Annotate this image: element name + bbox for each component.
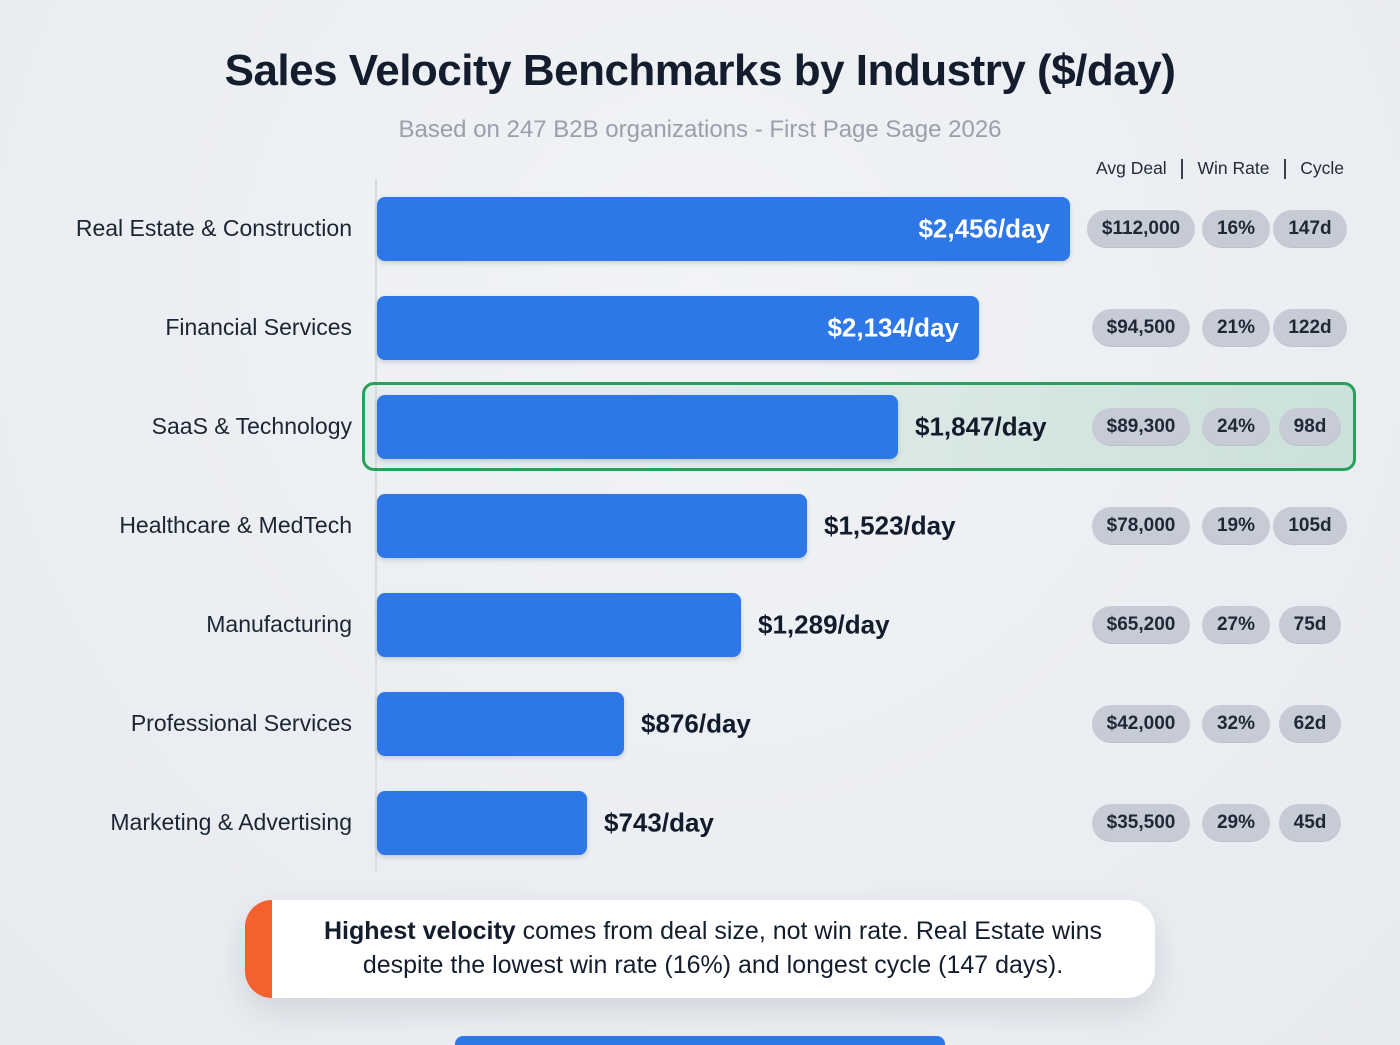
- metric-pills: $112,000 16% 147d: [1085, 209, 1347, 248]
- cycle-pill: 122d: [1273, 308, 1347, 347]
- cycle-pill: 147d: [1273, 209, 1347, 248]
- industry-label: SaaS & Technology: [151, 413, 352, 439]
- metric-pills: $42,000 32% 62d: [1085, 704, 1345, 743]
- metric-pills: $89,300 24% 98d: [1085, 407, 1345, 446]
- avg-deal-pill: $65,200: [1091, 605, 1191, 644]
- chart-row: SaaS & Technology $1,847/day $89,300 24%…: [0, 377, 1400, 476]
- avg-deal-pill: $78,000: [1091, 506, 1191, 545]
- win-rate-pill: 19%: [1201, 506, 1271, 545]
- chart-row: Manufacturing $1,289/day $65,200 27% 75d: [0, 575, 1400, 674]
- win-rate-pill: 24%: [1201, 407, 1271, 446]
- metrics-header-win-rate: Win Rate: [1197, 158, 1270, 178]
- page-title: Sales Velocity Benchmarks by Industry ($…: [224, 46, 1176, 95]
- industry-label: Manufacturing: [206, 611, 352, 637]
- chart-row: Real Estate & Construction $2,456/day $1…: [0, 179, 1400, 278]
- metrics-header-cycle: Cycle: [1300, 158, 1344, 178]
- win-rate-pill: 16%: [1201, 209, 1271, 248]
- divider: [1181, 158, 1184, 179]
- bar-chart: Real Estate & Construction $2,456/day $1…: [0, 179, 1400, 872]
- industry-label: Financial Services: [165, 314, 352, 340]
- bar-track: $2,456/day: [377, 196, 1070, 261]
- chart-row: Financial Services $2,134/day $94,500 21…: [0, 278, 1400, 377]
- avg-deal-pill: $35,500: [1091, 803, 1191, 842]
- industry-label: Marketing & Advertising: [110, 809, 352, 835]
- velocity-bar: $1,289/day: [377, 592, 890, 657]
- metric-pills: $78,000 19% 105d: [1085, 506, 1347, 545]
- velocity-value: $876/day: [641, 708, 751, 738]
- velocity-value: $1,847/day: [915, 411, 1047, 441]
- cycle-pill: 45d: [1278, 803, 1342, 842]
- win-rate-pill: 32%: [1201, 704, 1271, 743]
- metrics-header: Avg Deal Win Rate Cycle: [1096, 158, 1344, 179]
- divider: [1283, 158, 1286, 179]
- y-axis-line: [375, 179, 377, 872]
- velocity-bar: $876/day: [377, 691, 751, 756]
- insight-text: Highest velocity comes from deal size, n…: [315, 915, 1111, 983]
- bar-track: $1,523/day: [377, 493, 1070, 558]
- velocity-value: $2,134/day: [827, 312, 959, 342]
- footer-strip: [455, 1036, 945, 1045]
- bar-track: $2,134/day: [377, 295, 1070, 360]
- insight-highlight: Highest velocity: [323, 917, 516, 946]
- velocity-bar: $2,134/day: [377, 295, 979, 360]
- page-subtitle: Based on 247 B2B organizations - First P…: [398, 116, 1002, 143]
- insight-body: comes from deal size, not win rate. Real…: [362, 917, 1103, 979]
- avg-deal-pill: $112,000: [1086, 209, 1196, 248]
- chart-row: Marketing & Advertising $743/day $35,500…: [0, 773, 1400, 872]
- chart-row: Healthcare & MedTech $1,523/day $78,000 …: [0, 476, 1400, 575]
- bar-track: $743/day: [377, 790, 1070, 855]
- insight-callout: Highest velocity comes from deal size, n…: [245, 900, 1155, 998]
- cycle-pill: 98d: [1278, 407, 1342, 446]
- velocity-value: $1,523/day: [824, 510, 956, 540]
- cycle-pill: 62d: [1278, 704, 1342, 743]
- avg-deal-pill: $42,000: [1091, 704, 1191, 743]
- metrics-header-avg-deal: Avg Deal: [1096, 158, 1167, 178]
- velocity-bar: $1,523/day: [377, 493, 956, 558]
- industry-label: Healthcare & MedTech: [119, 512, 352, 538]
- metric-pills: $94,500 21% 122d: [1085, 308, 1347, 347]
- industry-label: Real Estate & Construction: [75, 215, 352, 241]
- cycle-pill: 105d: [1273, 506, 1347, 545]
- win-rate-pill: 21%: [1201, 308, 1271, 347]
- cycle-pill: 75d: [1278, 605, 1342, 644]
- metric-pills: $35,500 29% 45d: [1085, 803, 1345, 842]
- metric-pills: $65,200 27% 75d: [1085, 605, 1345, 644]
- industry-label: Professional Services: [130, 710, 352, 736]
- velocity-bar: $743/day: [377, 790, 714, 855]
- avg-deal-pill: $89,300: [1091, 407, 1191, 446]
- avg-deal-pill: $94,500: [1091, 308, 1191, 347]
- velocity-value: $1,289/day: [758, 609, 890, 639]
- velocity-value: $2,456/day: [918, 213, 1050, 243]
- velocity-bar: $2,456/day: [377, 196, 1070, 261]
- velocity-bar: $1,847/day: [377, 394, 1047, 459]
- velocity-value: $743/day: [604, 807, 714, 837]
- chart-row: Professional Services $876/day $42,000 3…: [0, 674, 1400, 773]
- bar-track: $1,847/day: [377, 394, 1070, 459]
- win-rate-pill: 29%: [1201, 803, 1271, 842]
- bar-track: $1,289/day: [377, 592, 1070, 657]
- bar-track: $876/day: [377, 691, 1070, 756]
- chart-rows: Real Estate & Construction $2,456/day $1…: [0, 179, 1400, 872]
- win-rate-pill: 27%: [1201, 605, 1271, 644]
